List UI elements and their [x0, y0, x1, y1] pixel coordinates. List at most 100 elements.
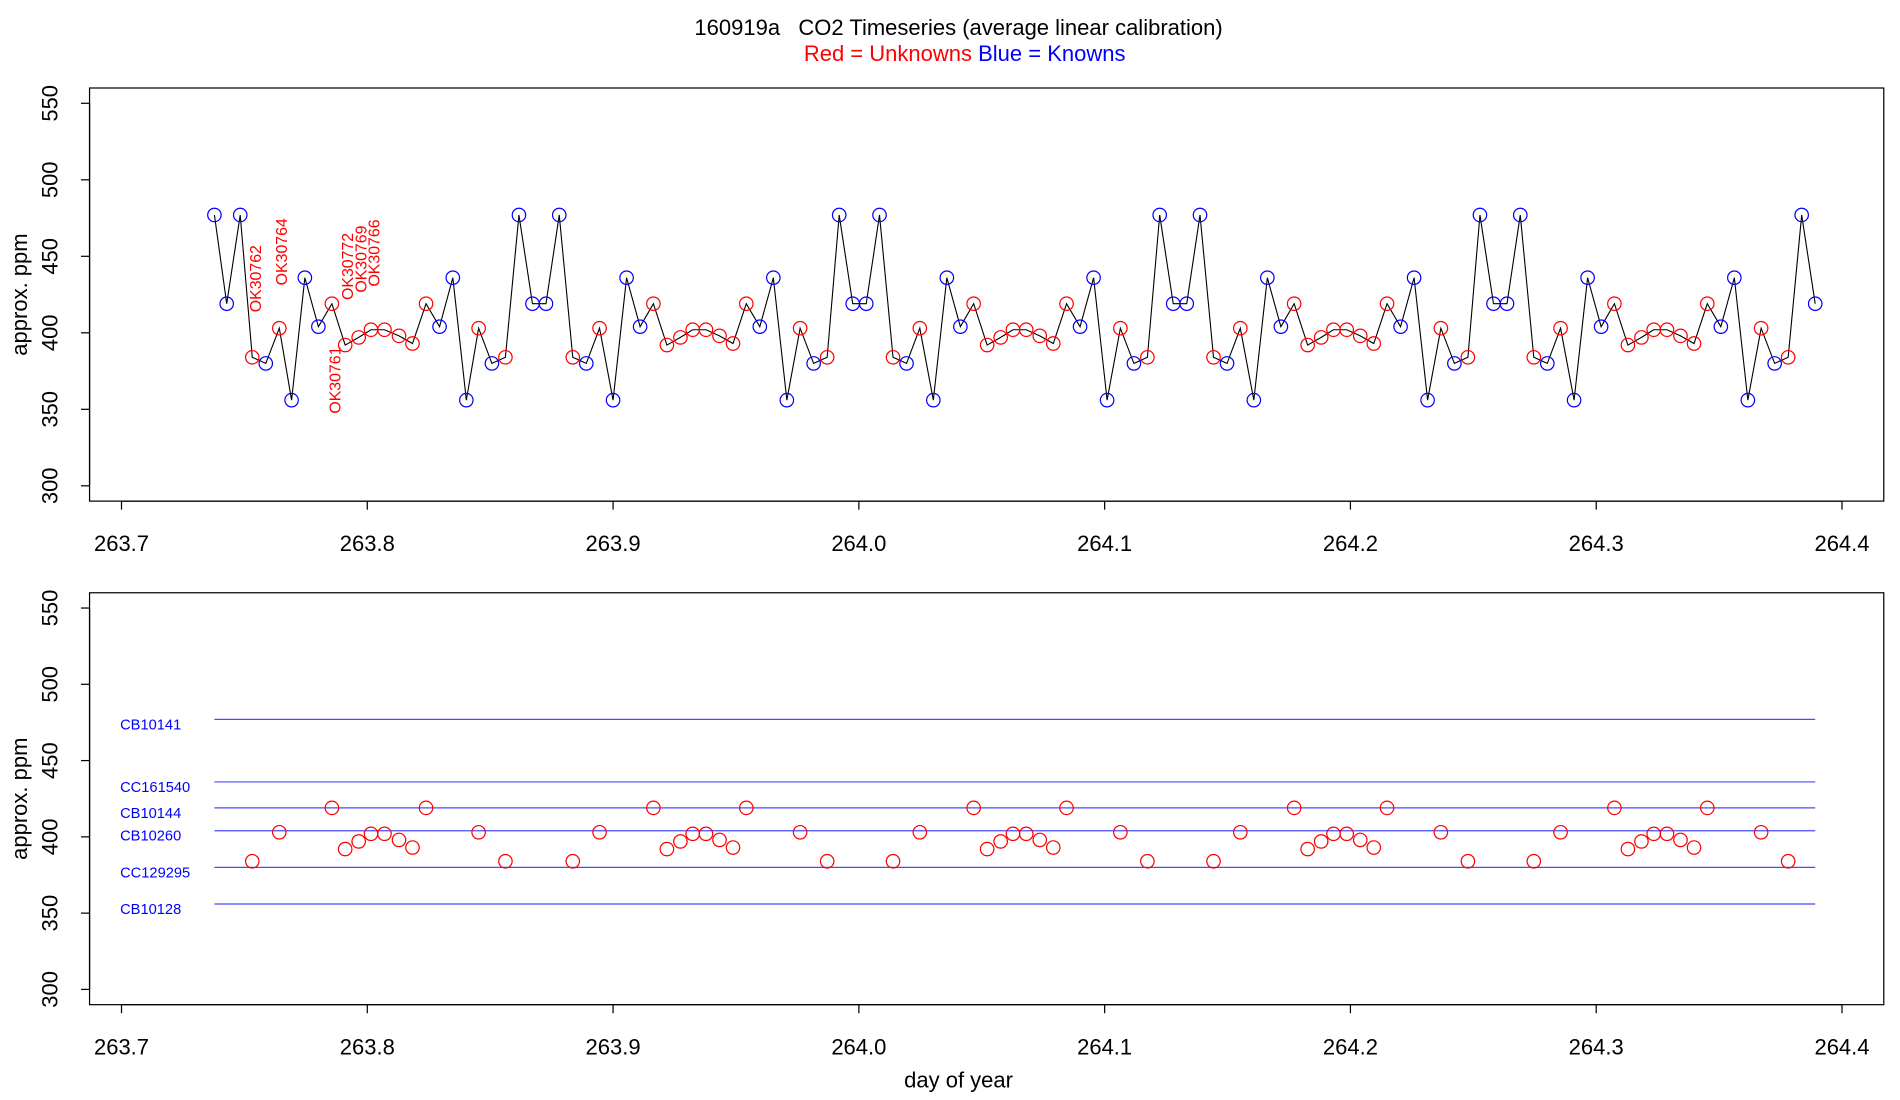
data-point	[792, 320, 808, 336]
data-point	[1686, 840, 1702, 855]
data-point	[979, 841, 995, 857]
x-tick-label: 263.8	[340, 531, 395, 556]
x-axis-label: day of year	[904, 1067, 1013, 1092]
data-point	[1767, 356, 1782, 371]
data-point	[324, 296, 340, 312]
annotation: OK30769	[353, 225, 370, 292]
data-point	[351, 330, 367, 345]
data-point	[1379, 296, 1395, 312]
y-tick-label: 300	[37, 971, 62, 1008]
data-point	[1179, 296, 1195, 312]
data-point	[1447, 356, 1462, 371]
data-point	[391, 328, 407, 344]
x-tick-label: 264.4	[1814, 531, 1869, 556]
data-point	[712, 328, 727, 344]
data-point	[1219, 356, 1235, 371]
data-point	[1620, 337, 1636, 353]
data-point	[698, 322, 714, 338]
data-point	[498, 349, 513, 365]
data-point	[1339, 826, 1355, 842]
data-point	[1045, 336, 1061, 351]
reference-label: CC129295	[120, 865, 190, 881]
data-point	[498, 853, 513, 869]
data-point	[1699, 296, 1715, 312]
data-point	[565, 853, 581, 869]
data-point	[659, 337, 675, 353]
data-point	[432, 319, 447, 335]
y-tick-label: 550	[37, 590, 62, 627]
data-point	[1300, 841, 1315, 857]
data-point	[1593, 319, 1609, 335]
y-tick-label: 350	[37, 895, 62, 932]
annotation: OK30761	[328, 346, 345, 413]
data-point	[966, 296, 981, 312]
data-point	[979, 337, 995, 353]
data-point	[993, 834, 1009, 849]
data-point	[1005, 826, 1021, 842]
data-point	[872, 207, 887, 223]
annotation: OK30764	[274, 218, 291, 285]
data-point	[1072, 319, 1088, 335]
data-point	[1727, 270, 1742, 286]
data-point	[1126, 356, 1142, 371]
data-point	[1646, 826, 1662, 842]
data-point	[1140, 853, 1155, 869]
data-point	[1713, 319, 1729, 335]
x-tick-label: 264.2	[1323, 1034, 1378, 1059]
data-point	[1659, 826, 1675, 842]
data-point	[912, 824, 928, 840]
data-point	[858, 296, 874, 312]
data-point	[1780, 349, 1796, 365]
data-point	[1512, 207, 1528, 223]
y-tick-label: 450	[37, 742, 62, 779]
data-point	[1620, 841, 1636, 857]
data-point	[271, 824, 287, 840]
data-point	[1553, 824, 1568, 840]
y-tick-label: 400	[37, 819, 62, 856]
data-point	[725, 336, 741, 351]
data-point	[806, 356, 821, 371]
data-point	[993, 330, 1009, 345]
data-point	[779, 392, 795, 408]
data-point	[1634, 834, 1649, 849]
data-point	[1286, 800, 1302, 816]
data-point	[819, 853, 835, 869]
data-point	[1206, 853, 1221, 869]
data-point	[1753, 824, 1769, 840]
data-point	[232, 207, 248, 223]
trace-line	[213, 214, 1816, 401]
data-point	[1192, 207, 1208, 223]
data-point	[1059, 800, 1074, 816]
data-point	[405, 840, 420, 855]
y-axis-label: approx. ppm	[7, 233, 32, 355]
data-point	[673, 834, 688, 849]
data-point	[258, 356, 274, 371]
data-point	[1206, 349, 1221, 365]
data-point	[1232, 320, 1248, 336]
data-point	[284, 392, 299, 408]
x-tick-label: 263.8	[340, 1034, 395, 1059]
data-point	[1794, 207, 1810, 223]
data-point	[418, 296, 434, 312]
data-point	[1140, 349, 1155, 365]
subtitle-part: Red = Unknowns	[804, 41, 972, 66]
data-point	[738, 800, 754, 816]
data-point	[885, 349, 901, 365]
data-point	[1366, 336, 1382, 351]
data-point	[1420, 392, 1435, 408]
data-point	[1607, 296, 1622, 312]
y-tick-label: 500	[37, 161, 62, 198]
data-point	[405, 336, 420, 351]
data-point	[1780, 853, 1796, 869]
data-point	[1045, 840, 1061, 855]
data-point	[1526, 853, 1542, 869]
data-point	[1099, 392, 1115, 408]
data-point	[1673, 832, 1688, 848]
data-point	[244, 853, 260, 869]
x-tick-label: 263.7	[94, 531, 149, 556]
data-point	[1607, 800, 1622, 816]
data-point	[1032, 832, 1048, 848]
data-point	[1246, 392, 1262, 408]
